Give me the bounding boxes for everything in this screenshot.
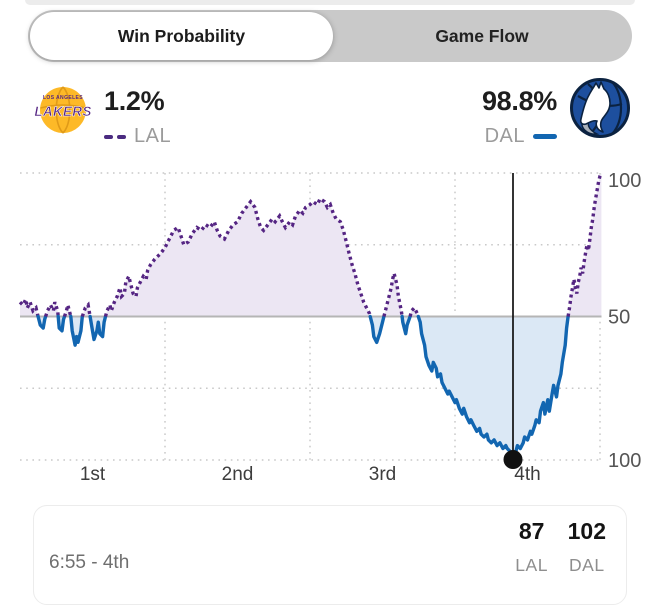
dal-probability-line	[56, 314, 67, 333]
lal-probability-block: 1.2% LAL	[104, 86, 171, 148]
lal-score-abbr: LAL	[515, 555, 548, 575]
tab-game-flow-label: Game Flow	[435, 25, 529, 46]
lal-score: 87	[518, 518, 545, 544]
lal-score-column: 87 LAL	[514, 518, 550, 576]
dal-area-fill	[370, 316, 384, 343]
lal-legend-dashed-line	[104, 134, 126, 139]
y-axis-label: 100	[608, 450, 641, 472]
dal-legend-label: DAL	[484, 125, 525, 147]
dal-legend-solid-line	[533, 134, 557, 139]
y-axis-label: 100	[608, 170, 641, 192]
lal-probability-line	[566, 172, 603, 317]
current-point-dot[interactable]	[503, 450, 523, 470]
dal-probability-block: 98.8% DAL	[482, 86, 557, 148]
lal-probability-line	[80, 301, 92, 318]
lakers-logo-city-text: LOS ANGELES	[43, 95, 83, 101]
lal-win-pct: 1.2%	[104, 86, 165, 116]
game-status-card: 6:55 - 4th 87 LAL 102 DAL	[33, 505, 627, 605]
mavericks-logo	[570, 78, 630, 138]
win-probability-chart[interactable]: 100 50 100 1st 2nd 3rd 4th	[0, 160, 660, 495]
x-axis-label: 4th	[514, 464, 540, 485]
dal-probability-line	[368, 314, 386, 344]
lakers-logo: LOS ANGELES LAKERS	[34, 86, 92, 134]
dal-probability-line	[88, 314, 108, 342]
lal-area-fill	[568, 173, 602, 317]
tab-win-probability-label: Win Probability	[117, 25, 246, 46]
tab-game-flow[interactable]: Game Flow	[332, 10, 632, 62]
y-axis-label: 50	[608, 307, 630, 329]
dal-probability-line	[400, 314, 412, 336]
dal-score: 102	[567, 518, 606, 544]
dal-win-pct: 98.8%	[481, 86, 557, 116]
x-axis-label: 2nd	[222, 464, 254, 485]
tab-win-probability[interactable]: Win Probability	[30, 12, 333, 60]
dal-area-fill	[418, 316, 569, 455]
chart-mode-tabs: Win Probability Game Flow	[28, 10, 632, 62]
score-columns: 87 LAL 102 DAL	[514, 518, 606, 576]
lal-probability-line	[62, 304, 73, 318]
lal-area-fill	[45, 302, 59, 317]
game-clock: 6:55 - 4th	[49, 552, 130, 573]
lal-area-fill	[383, 273, 403, 317]
lal-area-fill	[105, 198, 371, 317]
dal-probability-line	[36, 314, 48, 330]
x-axis-label: 3rd	[369, 464, 396, 485]
lal-legend-label: LAL	[134, 125, 172, 147]
dal-probability-line	[69, 314, 84, 347]
lakers-logo-wordmark: LAKERS	[34, 104, 91, 119]
dal-probability-line	[416, 314, 570, 456]
lal-probability-line	[382, 272, 404, 317]
dal-score-abbr: DAL	[569, 555, 605, 575]
dal-score-column: 102 DAL	[568, 518, 606, 576]
x-axis-label: 1st	[80, 464, 106, 485]
lal-probability-line	[103, 196, 372, 317]
cutoff-card-edge	[25, 0, 635, 5]
